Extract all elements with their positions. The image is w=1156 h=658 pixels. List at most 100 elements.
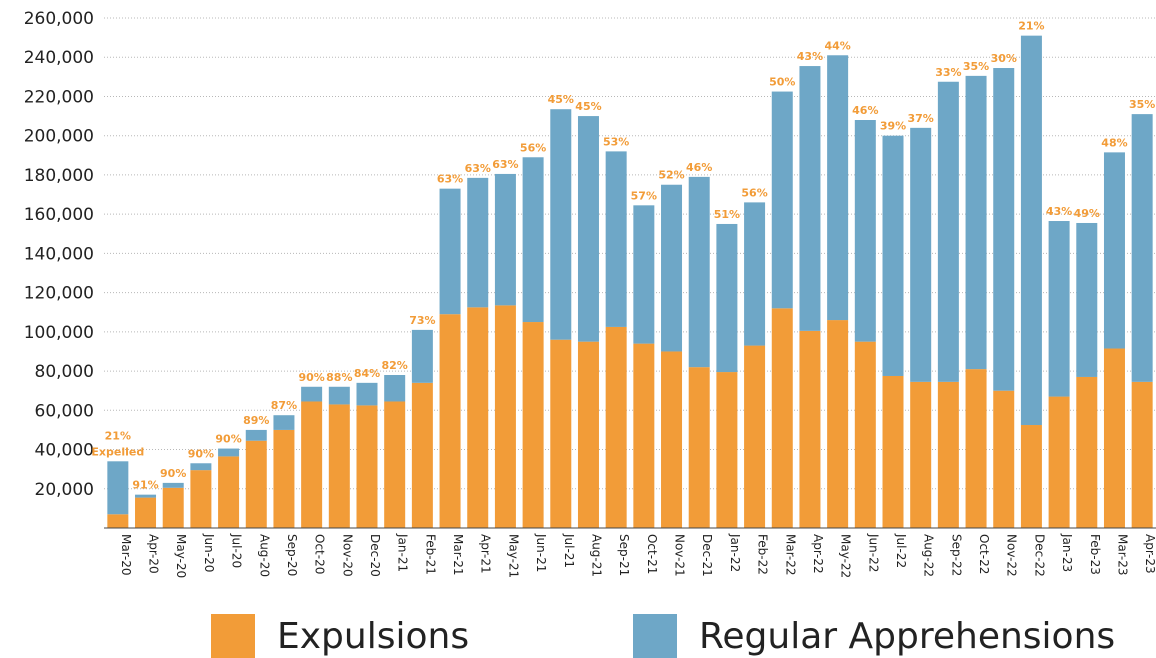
y-tick-label: 220,000: [24, 87, 94, 107]
y-tick-label: 120,000: [24, 284, 94, 304]
bar-regular-apprehensions: [411, 329, 433, 383]
percent-label: 63%: [465, 162, 491, 175]
y-tick-label: 140,000: [24, 244, 94, 264]
bar-expulsions: [965, 369, 987, 528]
percent-label: 33%: [935, 66, 961, 79]
bar-regular-apprehensions: [467, 177, 489, 308]
bar-expulsions: [882, 375, 904, 528]
percent-label: 84%: [354, 367, 380, 380]
bar-regular-apprehensions: [439, 188, 461, 315]
percent-label: 50%: [769, 76, 795, 89]
x-tick-label: Jul-21: [562, 533, 576, 568]
legend: Expulsions Regular Apprehensions: [0, 608, 1156, 658]
bar-regular-apprehensions: [688, 176, 710, 368]
bar-regular-apprehensions: [605, 151, 627, 327]
percent-label: 90%: [160, 467, 186, 480]
percent-label: 30%: [991, 52, 1017, 65]
percent-label: 51%: [714, 208, 740, 221]
y-tick-label: 160,000: [24, 205, 94, 225]
bar-regular-apprehensions: [356, 382, 378, 406]
bar-regular-apprehensions: [1131, 114, 1153, 382]
bar-expulsions: [218, 456, 240, 528]
x-axis: Mar-20 Apr-20 May-20 Jun-20 Jul-20 Aug-20 Sep-…: [104, 527, 1156, 578]
bar-expulsions: [522, 322, 544, 528]
bar-expulsions: [993, 390, 1015, 528]
bar-regular-apprehensions: [522, 157, 544, 323]
percent-label: 21%: [1018, 20, 1044, 33]
bar-regular-apprehensions: [273, 415, 295, 430]
bar-regular-apprehensions: [218, 448, 240, 457]
bars: [107, 35, 1153, 528]
bar-regular-apprehensions: [827, 55, 849, 321]
percent-label: 21%: [105, 429, 131, 442]
y-tick-label: 180,000: [24, 166, 94, 186]
bar-regular-apprehensions: [550, 109, 572, 340]
percent-label: 43%: [797, 50, 823, 63]
percent-label: 45%: [575, 100, 601, 113]
bar-regular-apprehensions: [661, 184, 683, 352]
percent-label: 39%: [880, 120, 906, 133]
x-tick-label: Feb-22: [756, 534, 770, 575]
x-tick-label: Dec-21: [700, 534, 714, 577]
percent-label: 48%: [1101, 136, 1127, 149]
bar-expulsions: [356, 405, 378, 528]
bar-expulsions: [937, 381, 959, 528]
bar-regular-apprehensions: [1103, 152, 1125, 349]
bar-regular-apprehensions: [384, 375, 406, 402]
percent-label: 37%: [908, 112, 934, 125]
x-tick-label: Aug-21: [589, 534, 603, 577]
bar-expulsions: [162, 487, 184, 528]
y-tick-label: 40,000: [35, 441, 94, 461]
x-tick-label: Apr-20: [147, 534, 161, 574]
percent-label: 46%: [686, 161, 712, 174]
percent-label: 35%: [963, 60, 989, 73]
percent-label: 63%: [437, 173, 463, 186]
x-tick-label: Jun-20: [202, 533, 216, 572]
x-tick-label: May-21: [506, 534, 520, 578]
bar-expulsions: [633, 343, 655, 528]
x-tick-label: Nov-22: [1005, 534, 1019, 577]
percent-label: 87%: [271, 399, 297, 412]
bar-regular-apprehensions: [301, 386, 323, 402]
bar-regular-apprehensions: [107, 461, 129, 515]
x-tick-label: Jan-22: [728, 533, 742, 572]
bar-regular-apprehensions: [854, 120, 876, 342]
bar-expulsions: [411, 382, 433, 528]
x-tick-label: Nov-21: [673, 534, 687, 577]
x-tick-label: Sep-20: [285, 534, 299, 576]
bar-expulsions: [135, 497, 157, 528]
legend-item-regular-apprehensions: Regular Apprehensions: [633, 614, 1115, 658]
bar-regular-apprehensions: [965, 75, 987, 370]
legend-item-expulsions: Expulsions: [211, 614, 469, 658]
bar-regular-apprehensions: [494, 173, 516, 306]
x-tick-label: Mar-20: [119, 534, 133, 575]
percent-label: 89%: [243, 414, 269, 427]
y-axis: 20,000 40,000 60,000 80,000 100,000 120,000 14…: [24, 9, 94, 500]
percent-label: 56%: [741, 186, 767, 199]
legend-label-expulsions: Expulsions: [277, 615, 470, 657]
x-tick-label: Jul-22: [894, 533, 908, 568]
bar-regular-apprehensions: [937, 81, 959, 382]
bar-regular-apprehensions: [771, 91, 793, 309]
percent-label: 63%: [492, 158, 518, 171]
bar-expulsions: [550, 339, 572, 528]
percent-label: 56%: [520, 141, 546, 154]
x-tick-label: Apr-21: [479, 534, 493, 574]
x-tick-label: Dec-22: [1032, 534, 1046, 577]
bar-expulsions: [328, 404, 350, 528]
x-tick-label: Nov-20: [340, 534, 354, 577]
y-tick-label: 60,000: [35, 401, 94, 421]
bar-expulsions: [384, 401, 406, 528]
bar-regular-apprehensions: [910, 127, 932, 382]
percent-label: 91%: [132, 479, 158, 492]
x-tick-label: Jul-20: [230, 533, 244, 568]
bar-regular-apprehensions: [1048, 221, 1070, 397]
percent-label: 90%: [188, 447, 214, 460]
x-tick-label: May-20: [174, 534, 188, 578]
bar-expulsions: [301, 401, 323, 528]
bar-expulsions: [245, 440, 267, 528]
x-tick-label: Mar-22: [783, 534, 797, 575]
bar-expulsions: [439, 314, 461, 528]
y-tick-label: 260,000: [24, 9, 94, 29]
x-tick-label: Oct-20: [313, 534, 327, 574]
